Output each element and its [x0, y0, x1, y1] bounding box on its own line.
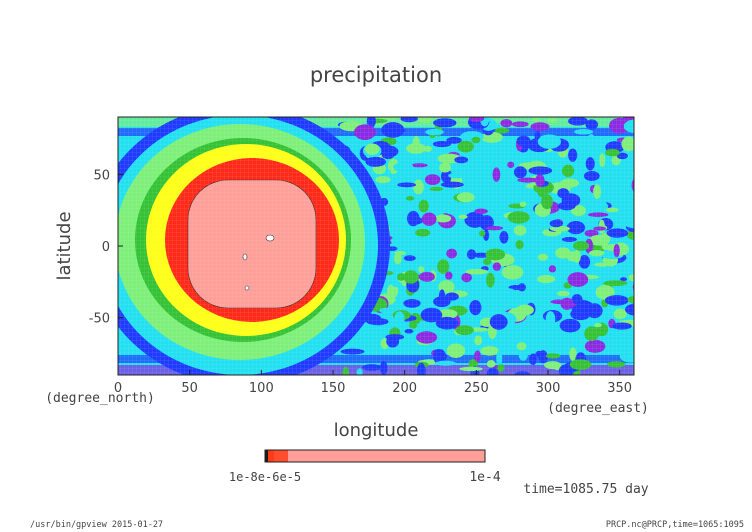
x-axis-ticks: 0 50 100 150 200 250 300 350: [114, 370, 632, 396]
x-axis-label: longitude: [334, 420, 419, 441]
y-axis-unit: (degree_north): [45, 391, 155, 406]
colorbar-seg-3: [288, 450, 485, 462]
x-tick-label-7: 350: [607, 381, 632, 396]
colorbar-seg-1: [268, 450, 274, 462]
grid-overlay: [118, 117, 634, 375]
colorbar: 1e-8e-6e-5 1e-4: [229, 449, 501, 485]
y-axis-ticks: -50 0 50: [89, 168, 123, 327]
x-tick-label-4: 200: [392, 381, 417, 396]
colorbar-right-label: 1e-4: [469, 470, 500, 485]
x-tick-label-5: 250: [464, 381, 489, 396]
x-axis-unit: (degree_east): [547, 401, 649, 416]
colorbar-left-label: 1e-8e-6e-5: [229, 470, 301, 484]
x-tick-label-3: 150: [321, 381, 346, 396]
x-tick-label-1: 50: [181, 381, 198, 396]
chart-title: precipitation: [310, 63, 442, 87]
y-tick-label-0: -50: [89, 312, 110, 327]
y-axis-label: latitude: [54, 211, 75, 280]
footer-right: PRCP.nc@PRCP,time=1065:1095: [606, 520, 744, 530]
colorbar-frame: [264, 449, 486, 463]
y-tick-label-2: 50: [93, 168, 110, 183]
x-tick-label-6: 300: [536, 381, 561, 396]
noise-blob: [636, 117, 642, 124]
noise-blob: [632, 171, 634, 177]
x-tick-label-0: 0: [114, 381, 122, 396]
footer-left: /usr/bin/gpview 2015-01-27: [30, 520, 163, 530]
colorbar-seg-0: [265, 450, 268, 462]
colorbar-seg-2: [274, 450, 288, 462]
plot-area: [118, 117, 642, 375]
time-label: time=1085.75 day: [523, 482, 648, 497]
y-tick-label-1: 0: [102, 240, 110, 255]
x-tick-label-2: 100: [249, 381, 274, 396]
